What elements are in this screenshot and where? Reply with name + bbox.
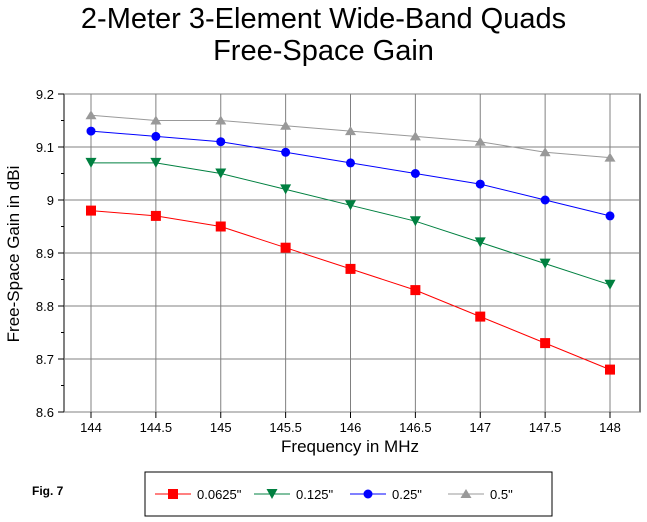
y-tick-label: 8.6 <box>36 405 54 420</box>
legend-marker <box>266 489 278 499</box>
x-tick-label: 147 <box>469 420 491 435</box>
data-point <box>345 200 356 211</box>
legend-marker <box>363 489 373 499</box>
y-tick-label: 9.1 <box>36 140 54 155</box>
chart-title: 2-Meter 3-Element Wide-Band Quads <box>80 3 567 35</box>
data-point <box>280 184 292 195</box>
data-point <box>216 137 226 147</box>
data-point <box>605 364 615 375</box>
data-point <box>539 258 551 269</box>
series-2 <box>85 157 616 290</box>
y-tick-label: 9 <box>47 193 54 208</box>
legend-label: 0.25" <box>392 487 422 502</box>
tick-labels: 8.6 8.7 8.8 8.9 9 9.1 9.2 144 144.5 145 145.5 146 14… <box>36 87 621 435</box>
data-point <box>474 136 486 146</box>
y-axis-label: Free-Space Gain in dBi <box>4 166 23 343</box>
legend: 0.0625" 0.125" 0.25" 0.5" <box>155 487 513 502</box>
x-axis-label: Frequency in MHz <box>281 437 419 456</box>
legend-entry-1: 0.0625" <box>155 487 242 502</box>
legend-entry-3: 0.25" <box>350 487 422 502</box>
data-point <box>540 195 550 205</box>
data-point <box>150 210 161 221</box>
data-point <box>86 126 96 136</box>
data-point <box>410 285 421 296</box>
legend-entry-2: 0.125" <box>254 487 334 502</box>
data-point <box>215 168 227 179</box>
legend-box <box>144 471 553 517</box>
y-tick-label: 8.9 <box>36 246 54 261</box>
chart-subtitle: Free-Space Gain <box>213 35 434 67</box>
data-point <box>409 131 421 141</box>
x-tick-label: 144.5 <box>140 420 173 435</box>
data-point <box>281 147 291 157</box>
y-tick-label: 9.2 <box>36 87 54 102</box>
x-tick-label: 146.5 <box>399 420 432 435</box>
data-point <box>474 237 486 248</box>
x-tick-label: 146 <box>340 420 362 435</box>
data-point <box>85 110 97 120</box>
data-point <box>85 157 97 168</box>
grid-lines <box>58 93 640 418</box>
x-tick-label: 147.5 <box>529 420 562 435</box>
legend-marker <box>460 489 472 498</box>
data-point <box>605 211 615 221</box>
data-point <box>539 147 551 157</box>
series-3 <box>86 126 615 221</box>
data-point <box>345 126 356 136</box>
legend-label: 0.0625" <box>197 487 242 502</box>
y-tick-label: 8.8 <box>36 299 54 314</box>
x-tick-label: 148 <box>599 420 621 435</box>
data-point <box>215 221 226 232</box>
legend-marker <box>168 489 178 499</box>
data-point <box>410 169 420 178</box>
x-tick-label: 144 <box>80 420 102 435</box>
data-point <box>150 115 162 125</box>
data-point <box>475 179 485 189</box>
x-tick-label: 145 <box>210 420 232 435</box>
legend-label: 0.5" <box>490 487 513 502</box>
data-point <box>604 152 616 162</box>
data-point <box>540 338 551 349</box>
data-point <box>345 263 356 274</box>
legend-entry-4: 0.5" <box>448 487 513 502</box>
data-point <box>151 131 161 141</box>
series-group <box>85 110 616 375</box>
series-4 <box>85 110 616 162</box>
data-point <box>150 157 162 168</box>
data-point <box>280 120 292 130</box>
data-point <box>215 115 227 125</box>
figure-label: Fig. 7 <box>32 484 64 498</box>
x-tick-label: 145.5 <box>269 420 302 435</box>
data-point <box>86 205 96 216</box>
data-point <box>409 216 421 227</box>
legend-label: 0.125" <box>296 487 334 502</box>
data-point <box>475 311 486 322</box>
series-1 <box>86 205 615 375</box>
data-point <box>280 242 291 253</box>
y-tick-label: 8.7 <box>36 352 54 367</box>
data-point <box>604 279 616 290</box>
data-point <box>346 158 355 168</box>
